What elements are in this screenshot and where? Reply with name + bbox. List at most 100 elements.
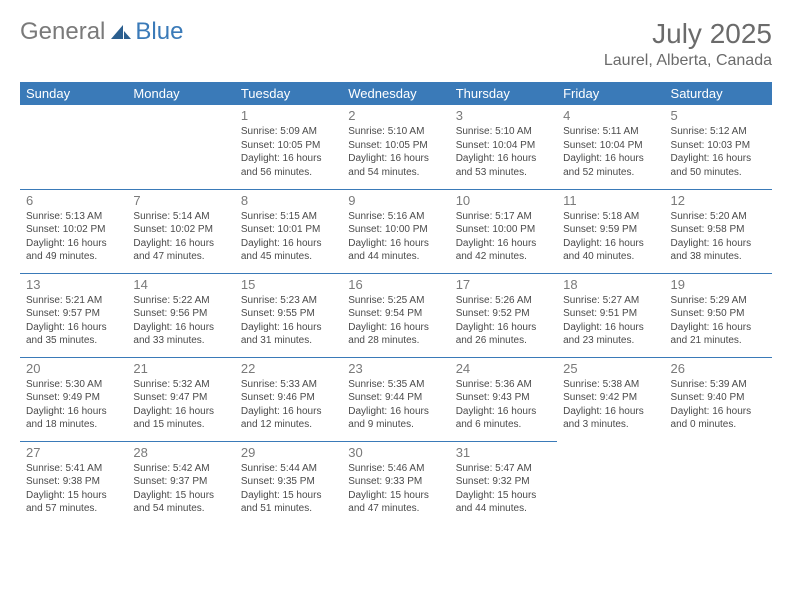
sunrise-text: Sunrise: 5:29 AM bbox=[671, 294, 766, 308]
sunrise-text: Sunrise: 5:09 AM bbox=[241, 125, 336, 139]
calendar-cell: 23Sunrise: 5:35 AMSunset: 9:44 PMDayligh… bbox=[342, 357, 449, 441]
sunset-text: Sunset: 10:02 PM bbox=[133, 223, 228, 237]
day-number: 15 bbox=[241, 277, 336, 292]
calendar-header-row: SundayMondayTuesdayWednesdayThursdayFrid… bbox=[20, 82, 772, 105]
weekday-header: Thursday bbox=[450, 82, 557, 105]
sunset-text: Sunset: 9:33 PM bbox=[348, 475, 443, 489]
sunset-text: Sunset: 10:01 PM bbox=[241, 223, 336, 237]
daylight-text: Daylight: 15 hours and 44 minutes. bbox=[456, 489, 551, 516]
sunset-text: Sunset: 9:56 PM bbox=[133, 307, 228, 321]
day-details: Sunrise: 5:27 AMSunset: 9:51 PMDaylight:… bbox=[563, 294, 658, 348]
daylight-text: Daylight: 16 hours and 56 minutes. bbox=[241, 152, 336, 179]
sunrise-text: Sunrise: 5:30 AM bbox=[26, 378, 121, 392]
daylight-text: Daylight: 16 hours and 0 minutes. bbox=[671, 405, 766, 432]
calendar-table: SundayMondayTuesdayWednesdayThursdayFrid… bbox=[20, 82, 772, 525]
sunset-text: Sunset: 9:52 PM bbox=[456, 307, 551, 321]
sunset-text: Sunset: 9:50 PM bbox=[671, 307, 766, 321]
calendar-cell: 22 Sunrise: 5:33 AMSunset: 9:46 PMDayligh… bbox=[235, 357, 342, 441]
sunrise-text: Sunrise: 5:46 AM bbox=[348, 462, 443, 476]
location-subtitle: Laurel, Alberta, Canada bbox=[604, 52, 772, 70]
daylight-text: Daylight: 16 hours and 47 minutes. bbox=[133, 237, 228, 264]
calendar-cell: 21Sunrise: 5:32 AMSunset: 9:47 PMDayligh… bbox=[127, 357, 234, 441]
calendar-cell: 19 Sunrise: 5:29 AMSunset: 9:50 PMDayligh… bbox=[665, 273, 772, 357]
sunrise-text: Sunrise: 5:38 AM bbox=[563, 378, 658, 392]
day-number: 8 bbox=[241, 193, 336, 208]
calendar-cell: 26 Sunrise: 5:39 AMSunset: 9:40 PMDayligh… bbox=[665, 357, 772, 441]
sunset-text: Sunset: 9:32 PM bbox=[456, 475, 551, 489]
day-details: Sunrise: 5:15 AMSunset: 10:01 PMDaylight… bbox=[241, 210, 336, 264]
day-number: 5 bbox=[671, 108, 766, 123]
sunset-text: Sunset: 9:59 PM bbox=[563, 223, 658, 237]
day-details: Sunrise: 5:13 AMSunset: 10:02 PMDaylight… bbox=[26, 210, 121, 264]
sunset-text: Sunset: 9:49 PM bbox=[26, 391, 121, 405]
daylight-text: Daylight: 16 hours and 31 minutes. bbox=[241, 321, 336, 348]
day-number: 11 bbox=[563, 193, 658, 208]
sunset-text: Sunset: 9:47 PM bbox=[133, 391, 228, 405]
calendar-cell: 27Sunrise: 5:41 AMSunset: 9:38 PMDayligh… bbox=[20, 441, 127, 525]
day-details: Sunrise: 5:23 AMSunset: 9:55 PMDaylight:… bbox=[241, 294, 336, 348]
daylight-text: Daylight: 16 hours and 40 minutes. bbox=[563, 237, 658, 264]
calendar-cell: 16Sunrise: 5:25 AMSunset: 9:54 PMDayligh… bbox=[342, 273, 449, 357]
daylight-text: Daylight: 16 hours and 18 minutes. bbox=[26, 405, 121, 432]
sunrise-text: Sunrise: 5:21 AM bbox=[26, 294, 121, 308]
weekday-header: Tuesday bbox=[235, 82, 342, 105]
calendar-cell: 13Sunrise: 5:21 AMSunset: 9:57 PMDayligh… bbox=[20, 273, 127, 357]
day-number: 25 bbox=[563, 361, 658, 376]
day-details: Sunrise: 5:44 AMSunset: 9:35 PMDaylight:… bbox=[241, 462, 336, 516]
sunset-text: Sunset: 9:43 PM bbox=[456, 391, 551, 405]
sunset-text: Sunset: 9:44 PM bbox=[348, 391, 443, 405]
sunrise-text: Sunrise: 5:35 AM bbox=[348, 378, 443, 392]
brand-logo: General Blue bbox=[20, 18, 183, 46]
sunrise-text: Sunrise: 5:11 AM bbox=[563, 125, 658, 139]
sunrise-text: Sunrise: 5:14 AM bbox=[133, 210, 228, 224]
daylight-text: Daylight: 15 hours and 51 minutes. bbox=[241, 489, 336, 516]
sunset-text: Sunset: 9:42 PM bbox=[563, 391, 658, 405]
day-details: Sunrise: 5:10 AMSunset: 10:05 PMDaylight… bbox=[348, 125, 443, 179]
day-number: 19 bbox=[671, 277, 766, 292]
calendar-cell: 28Sunrise: 5:42 AMSunset: 9:37 PMDayligh… bbox=[127, 441, 234, 525]
sunset-text: Sunset: 9:55 PM bbox=[241, 307, 336, 321]
calendar-cell: 4Sunrise: 5:11 AMSunset: 10:04 PMDayligh… bbox=[557, 105, 664, 189]
daylight-text: Daylight: 16 hours and 42 minutes. bbox=[456, 237, 551, 264]
sunset-text: Sunset: 10:03 PM bbox=[671, 139, 766, 153]
sunset-text: Sunset: 9:58 PM bbox=[671, 223, 766, 237]
sunset-text: Sunset: 10:00 PM bbox=[456, 223, 551, 237]
day-number: 31 bbox=[456, 445, 551, 460]
sunrise-text: Sunrise: 5:26 AM bbox=[456, 294, 551, 308]
day-number: 28 bbox=[133, 445, 228, 460]
day-details: Sunrise: 5:16 AMSunset: 10:00 PMDaylight… bbox=[348, 210, 443, 264]
daylight-text: Daylight: 16 hours and 44 minutes. bbox=[348, 237, 443, 264]
sunset-text: Sunset: 10:00 PM bbox=[348, 223, 443, 237]
calendar-cell: 25Sunrise: 5:38 AMSunset: 9:42 PMDayligh… bbox=[557, 357, 664, 441]
sunset-text: Sunset: 10:05 PM bbox=[241, 139, 336, 153]
sunset-text: Sunset: 10:04 PM bbox=[456, 139, 551, 153]
day-details: Sunrise: 5:47 AMSunset: 9:32 PMDaylight:… bbox=[456, 462, 551, 516]
calendar-cell: 29Sunrise: 5:44 AMSunset: 9:35 PMDayligh… bbox=[235, 441, 342, 525]
sunset-text: Sunset: 9:51 PM bbox=[563, 307, 658, 321]
day-number: 26 bbox=[671, 361, 766, 376]
weekday-header: Wednesday bbox=[342, 82, 449, 105]
day-details: Sunrise: 5:39 AMSunset: 9:40 PMDaylight:… bbox=[671, 378, 766, 432]
brand-text-gray: General bbox=[20, 18, 105, 46]
sunrise-text: Sunrise: 5:15 AM bbox=[241, 210, 336, 224]
day-details: Sunrise: 5:33 AMSunset: 9:46 PMDaylight:… bbox=[241, 378, 336, 432]
sunrise-text: Sunrise: 5:12 AM bbox=[671, 125, 766, 139]
sunrise-text: Sunrise: 5:18 AM bbox=[563, 210, 658, 224]
day-details: Sunrise: 5:32 AMSunset: 9:47 PMDaylight:… bbox=[133, 378, 228, 432]
sunset-text: Sunset: 10:05 PM bbox=[348, 139, 443, 153]
sunset-text: Sunset: 9:37 PM bbox=[133, 475, 228, 489]
sunrise-text: Sunrise: 5:22 AM bbox=[133, 294, 228, 308]
day-details: Sunrise: 5:17 AMSunset: 10:00 PMDaylight… bbox=[456, 210, 551, 264]
daylight-text: Daylight: 16 hours and 21 minutes. bbox=[671, 321, 766, 348]
day-details: Sunrise: 5:20 AMSunset: 9:58 PMDaylight:… bbox=[671, 210, 766, 264]
daylight-text: Daylight: 16 hours and 26 minutes. bbox=[456, 321, 551, 348]
day-number: 16 bbox=[348, 277, 443, 292]
daylight-text: Daylight: 16 hours and 12 minutes. bbox=[241, 405, 336, 432]
day-number: 9 bbox=[348, 193, 443, 208]
day-details: Sunrise: 5:22 AMSunset: 9:56 PMDaylight:… bbox=[133, 294, 228, 348]
calendar-cell: 11 Sunrise: 5:18 AMSunset: 9:59 PMDayligh… bbox=[557, 189, 664, 273]
day-details: Sunrise: 5:26 AMSunset: 9:52 PMDaylight:… bbox=[456, 294, 551, 348]
calendar-cell: 2Sunrise: 5:10 AMSunset: 10:05 PMDayligh… bbox=[342, 105, 449, 189]
day-number: 22 bbox=[241, 361, 336, 376]
daylight-text: Daylight: 16 hours and 50 minutes. bbox=[671, 152, 766, 179]
